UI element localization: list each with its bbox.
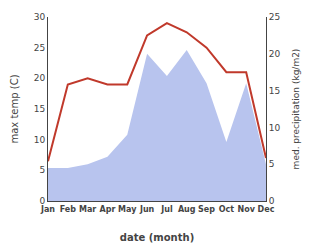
svg-text:Apr: Apr [100, 205, 116, 214]
svg-text:May: May [118, 205, 137, 214]
svg-text:25: 25 [269, 12, 280, 22]
svg-text:5: 5 [39, 165, 45, 175]
svg-text:25: 25 [34, 43, 45, 53]
svg-text:Jul: Jul [160, 205, 173, 214]
svg-text:Feb: Feb [60, 205, 77, 214]
svg-text:Nov: Nov [237, 205, 255, 214]
svg-text:Jan: Jan [40, 205, 55, 214]
svg-text:15: 15 [34, 104, 45, 114]
svg-text:30: 30 [34, 12, 46, 22]
svg-text:Jun: Jun [139, 205, 155, 214]
svg-text:Mar: Mar [79, 205, 96, 214]
svg-text:Aug: Aug [178, 205, 196, 214]
svg-text:10: 10 [269, 123, 281, 133]
svg-text:Oct: Oct [219, 205, 235, 214]
svg-text:Dec: Dec [258, 205, 275, 214]
svg-text:15: 15 [269, 86, 280, 96]
svg-text:10: 10 [34, 135, 46, 145]
svg-text:med. precipitation (kg/m2): med. precipitation (kg/m2) [291, 49, 301, 170]
svg-text:20: 20 [34, 73, 46, 83]
svg-text:date (month): date (month) [120, 232, 194, 243]
svg-text:0: 0 [269, 196, 275, 206]
svg-text:5: 5 [269, 159, 275, 169]
svg-text:Sep: Sep [198, 205, 215, 214]
svg-text:0: 0 [39, 196, 45, 206]
svg-text:20: 20 [269, 49, 281, 59]
svg-text:max temp (C): max temp (C) [9, 74, 20, 143]
